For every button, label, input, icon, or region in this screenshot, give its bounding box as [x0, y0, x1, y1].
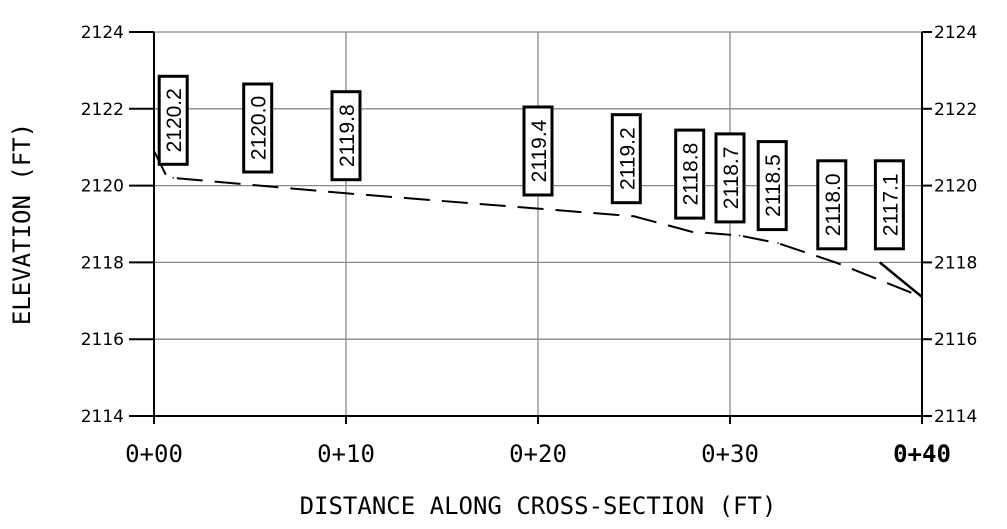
series-line [153, 150, 923, 298]
y-tick-label-right: 2120 [934, 177, 977, 197]
value-label: 2118.7 [714, 132, 746, 224]
value-label-text: 2118.0 [822, 173, 845, 236]
value-label-box [674, 128, 706, 220]
value-label: 2118.0 [816, 159, 848, 251]
y-tick-label-left: 2122 [81, 100, 124, 120]
x-tick-label: 0+20 [509, 440, 567, 468]
data-point [153, 150, 155, 152]
value-label-box [816, 159, 848, 251]
data-point [164, 173, 167, 175]
y-tick-label-left: 2120 [81, 177, 124, 197]
y-axis-title: ELEVATION (FT) [8, 123, 36, 325]
value-label: 2117.1 [873, 159, 905, 251]
x-tick-label: 0+40 [893, 440, 951, 468]
ticks: 0+00 0+10 0+20 0+30 0+40 2114 2114 2116 2116 2118… [81, 23, 978, 468]
value-label: 2120.2 [157, 74, 189, 166]
data-point [172, 177, 174, 179]
value-label-box [610, 113, 642, 205]
y-tick-label-left: 2124 [81, 23, 124, 43]
value-label-box [714, 132, 746, 224]
data-point [258, 184, 261, 187]
value-label: 2118.5 [756, 140, 788, 232]
y-tick-label-right: 2124 [934, 23, 977, 43]
x-tick-label: 0+00 [125, 440, 183, 468]
y-tick-label-left: 2114 [81, 407, 124, 427]
series [153, 150, 923, 298]
data-point [345, 192, 347, 195]
value-label-box [242, 82, 274, 174]
y-tick-label-right: 2122 [934, 100, 977, 120]
data-point [834, 261, 837, 264]
data-point [537, 207, 539, 210]
value-label: 2119.2 [610, 113, 642, 205]
point-labels: 2120.2 2120.0 2119.8 2119.4 2119.2 2118.8 2118… [157, 74, 905, 251]
x-axis-title: DISTANCE ALONG CROSS-SECTION (FT) [300, 492, 777, 520]
y-tick-label-right: 2114 [934, 407, 977, 427]
value-label-text: 2119.2 [616, 127, 639, 190]
y-tick-label-right: 2116 [934, 330, 977, 350]
data-point [777, 242, 779, 244]
value-label-text: 2117.1 [879, 173, 902, 236]
value-label-box [873, 159, 905, 251]
x-tick-label: 0+30 [701, 440, 759, 468]
value-label-text: 2120.2 [163, 88, 186, 152]
value-label-text: 2118.5 [762, 154, 785, 217]
y-tick-label-left: 2116 [81, 330, 124, 350]
value-label-text: 2119.4 [528, 119, 551, 182]
data-point [738, 234, 741, 237]
value-label: 2120.0 [242, 82, 274, 174]
value-label-text: 2118.8 [680, 143, 703, 206]
data-point [633, 215, 635, 218]
value-label-text: 2119.8 [336, 104, 359, 167]
value-label-box [522, 105, 554, 197]
data-point [690, 230, 693, 233]
value-label: 2118.8 [674, 128, 706, 220]
value-label: 2119.8 [330, 90, 362, 182]
value-label-box [157, 74, 189, 166]
value-label-box [330, 90, 362, 182]
y-tick-label-left: 2118 [81, 253, 124, 273]
y-tick-label-right: 2118 [934, 253, 977, 273]
leader-line [878, 261, 923, 298]
value-label-text: 2120.0 [248, 96, 271, 160]
x-tick-label: 0+10 [317, 440, 375, 468]
value-label: 2119.4 [522, 105, 554, 197]
value-label-box [756, 140, 788, 232]
value-label-text: 2118.7 [720, 147, 743, 210]
